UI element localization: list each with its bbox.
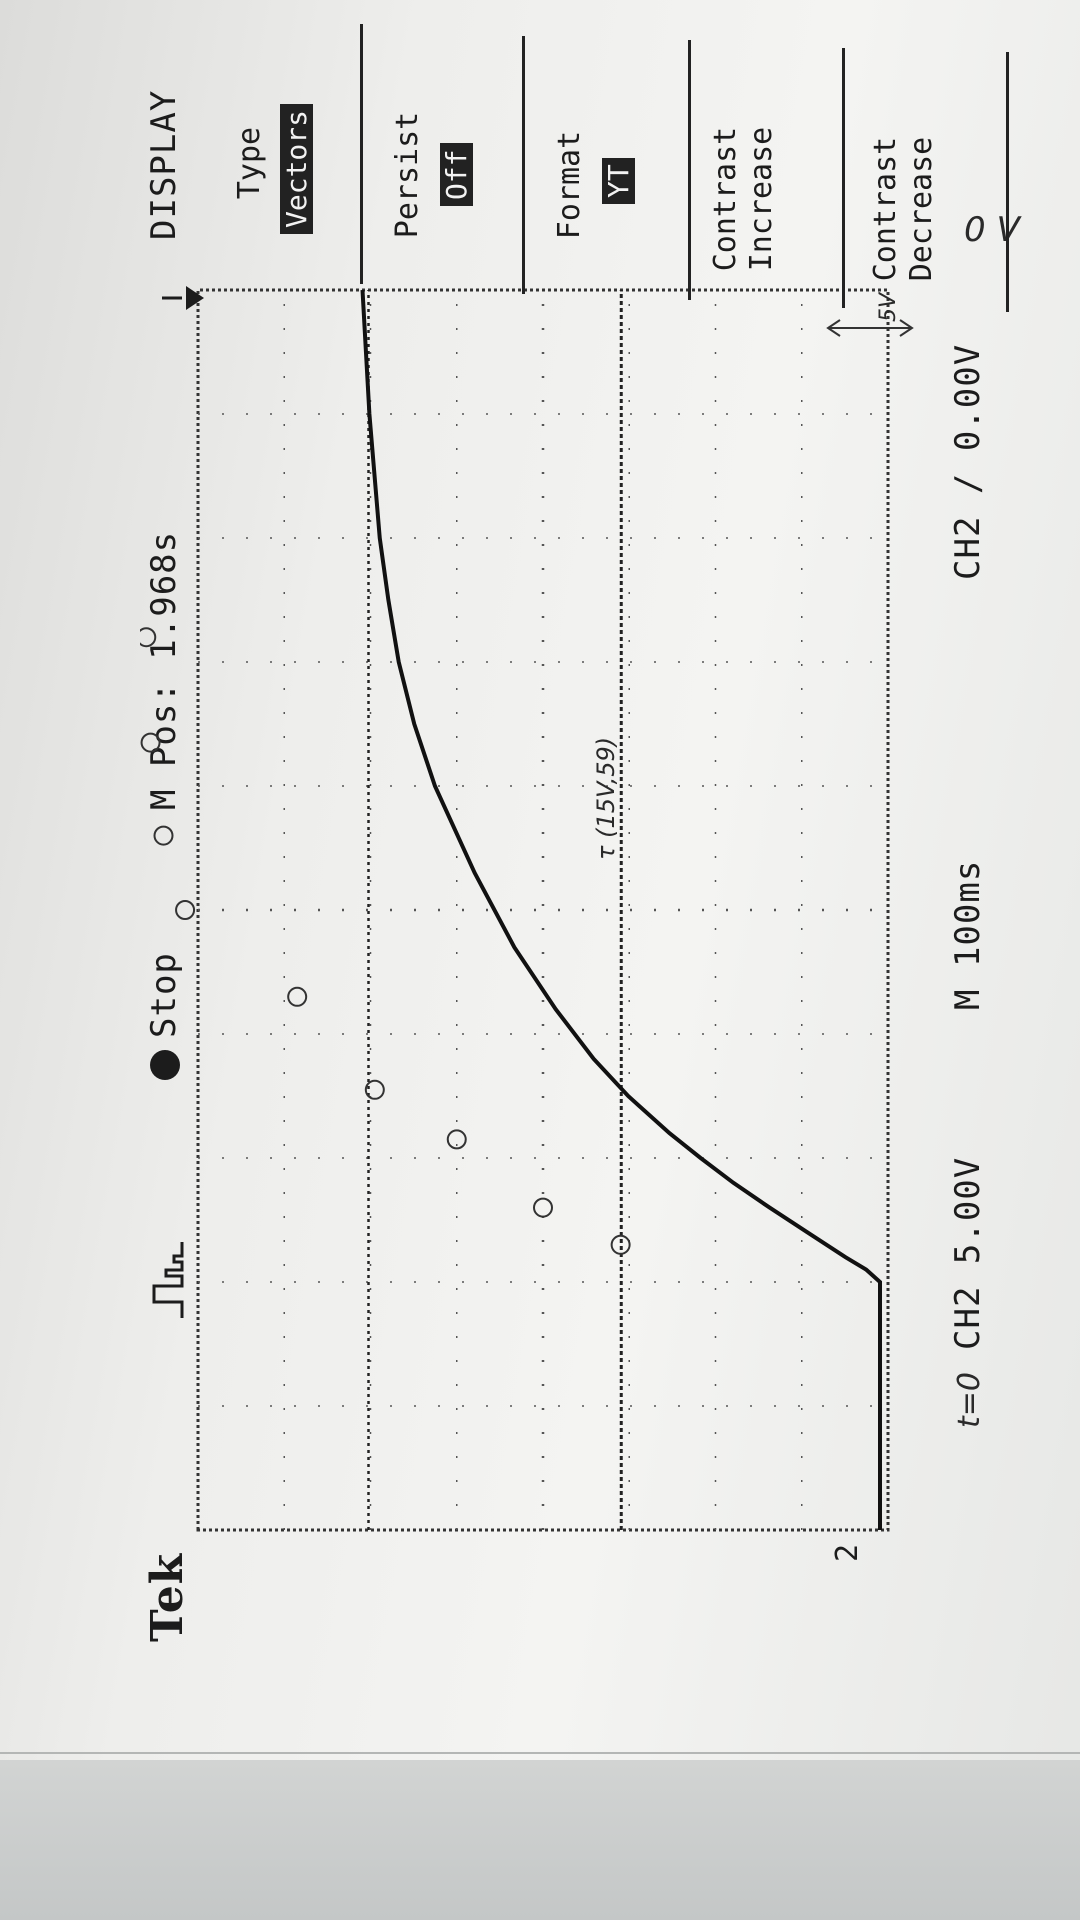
paper-edge-line [0, 1752, 1080, 1754]
channel-marker: 2 [830, 1542, 865, 1562]
menu-divider [522, 36, 525, 294]
marked-point [175, 900, 196, 920]
trigger-info-label: CH2 ∕ 0.00V [948, 343, 988, 580]
time-zero-note: t=0 [952, 1372, 987, 1428]
format-value: YT [602, 158, 635, 204]
graticule [162, 286, 890, 1532]
waveform-plot [140, 286, 914, 1532]
rotated-scope-display: Tek Stop M Pos: 1.968s DISPLAY 2 CH2 5.0… [140, 0, 1020, 1650]
menu-divider [1006, 52, 1009, 312]
oscilloscope-printout: Tek Stop M Pos: 1.968s DISPLAY 2 CH2 5.0… [140, 0, 1020, 1650]
handwritten-notes [826, 319, 914, 337]
format-label: Format [552, 130, 587, 240]
division-arrow [826, 319, 914, 337]
paper-edge [0, 1760, 1080, 1920]
marked-point [364, 1079, 385, 1100]
marked-point [610, 1234, 631, 1255]
type-value: Vectors [280, 103, 313, 234]
marked-point [153, 825, 174, 846]
persist-value: Off [440, 143, 473, 206]
trigger-arrow-icon [186, 286, 204, 310]
marked-points [140, 627, 631, 1255]
acq-waveform-icon [152, 1242, 184, 1318]
channel-scale-label: CH2 5.00V [948, 1156, 988, 1350]
timebase-label: M 100ms [948, 859, 988, 1010]
marked-point [140, 732, 161, 753]
zero-volts-note: 0 V [964, 210, 1020, 250]
menu-divider [842, 48, 845, 308]
graticule-border [196, 288, 890, 1532]
marked-point [533, 1197, 553, 1218]
persist-label: Persist [390, 111, 425, 239]
menu-divider [360, 24, 363, 284]
menu-divider [688, 40, 691, 300]
waveform-trace [360, 289, 882, 1530]
contrast-increase-label: Contrast Increase [708, 126, 779, 272]
marked-point [287, 986, 308, 1007]
contrast-decrease-label: Contrast Decrease [868, 136, 939, 282]
marked-point [140, 627, 157, 648]
type-label: Type [232, 126, 267, 200]
waveform-line [360, 289, 882, 1530]
marked-point [446, 1129, 467, 1150]
tau-note: τ (15V,59) [592, 736, 620, 860]
